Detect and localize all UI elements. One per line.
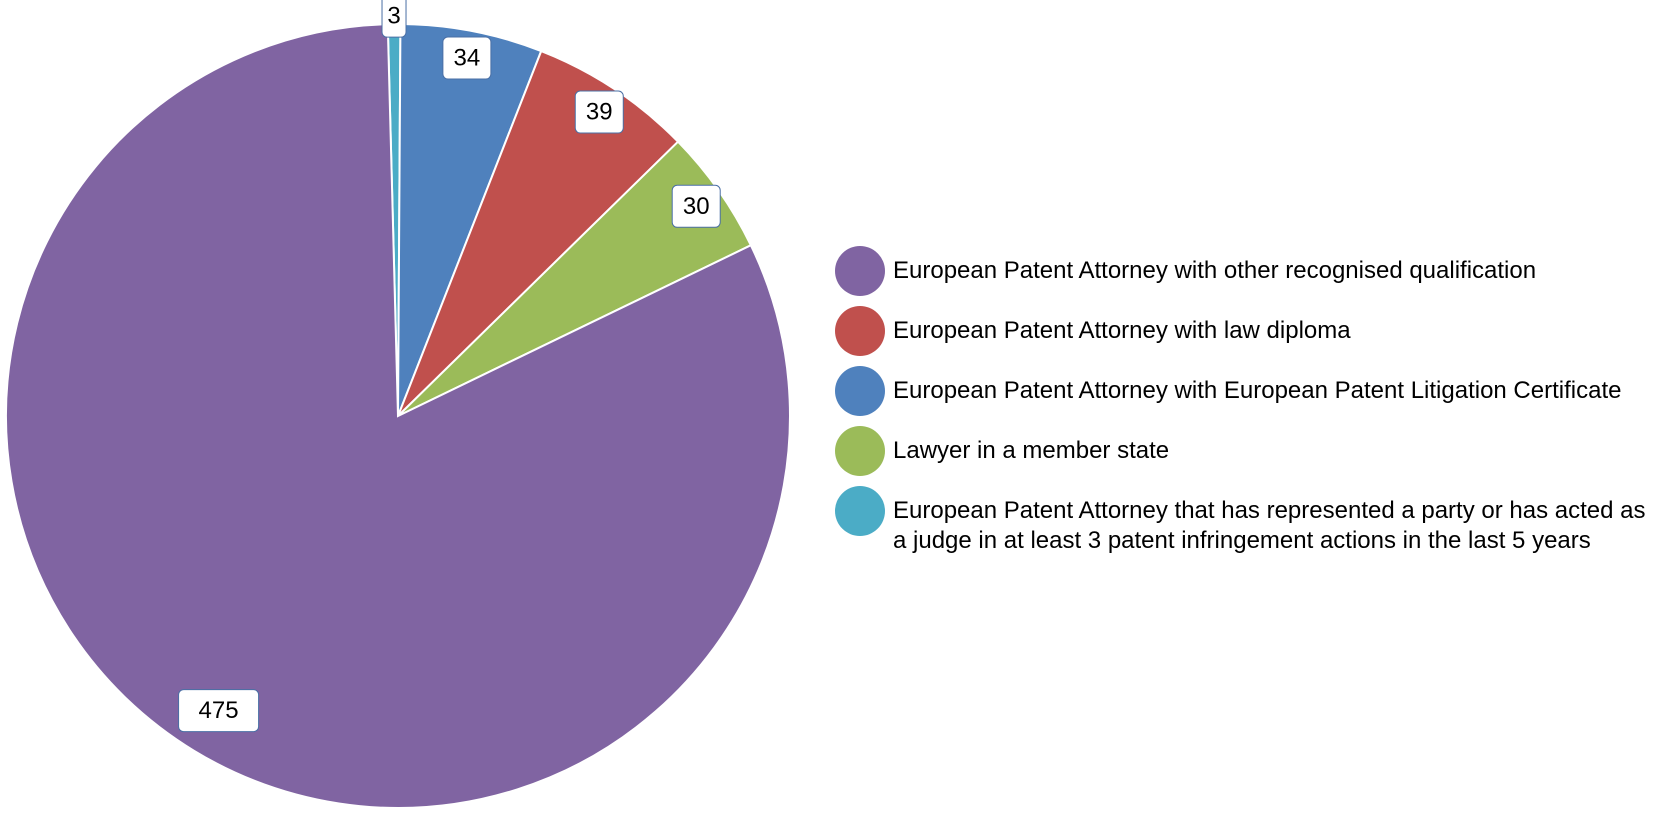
legend-swatch <box>835 366 885 416</box>
legend-label: European Patent Attorney with other reco… <box>893 257 1537 284</box>
legend-item: European Patent Attorney with law diplom… <box>835 306 1664 356</box>
legend-swatch <box>835 486 885 536</box>
legend-label: European Patent Attorney with law diplom… <box>893 317 1351 344</box>
legend-item: Lawyer in a member state <box>835 426 1664 476</box>
legend-label: European Patent Attorney that has repres… <box>893 497 1646 554</box>
data-label-text: 39 <box>586 99 613 126</box>
data-label: 34 <box>442 36 492 80</box>
pie-slices <box>5 23 791 809</box>
data-label-text: 475 <box>199 697 239 724</box>
data-label-box <box>671 184 721 228</box>
data-label-box <box>442 36 492 80</box>
pie-chart: 3 34 39 30 475 <box>5 0 791 809</box>
legend-item: European Patent Attorney that has repres… <box>835 486 1664 556</box>
data-label: 475 <box>178 689 260 733</box>
data-label-box <box>381 0 407 38</box>
legend-swatch <box>835 426 885 476</box>
legend-label: European Patent Attorney with European P… <box>893 377 1622 404</box>
legend-swatch <box>835 246 885 296</box>
data-label-text: 34 <box>454 45 481 72</box>
data-label: 39 <box>574 90 624 134</box>
data-label-text: 3 <box>387 3 400 30</box>
data-label: 3 <box>381 0 407 38</box>
legend-item: European Patent Attorney with European P… <box>835 366 1664 416</box>
legend-item: European Patent Attorney with other reco… <box>835 246 1664 296</box>
data-label-box <box>574 90 624 134</box>
data-label-text: 30 <box>683 193 710 220</box>
pie-slice <box>397 49 680 417</box>
data-labels: 3 34 39 30 475 <box>178 0 721 733</box>
legend-label: Lawyer in a member state <box>893 437 1170 464</box>
data-label: 30 <box>671 184 721 228</box>
legend: European Patent Attorney with other reco… <box>835 246 1664 566</box>
pie-slice <box>5 23 791 809</box>
data-label-box <box>178 689 260 733</box>
legend-swatch <box>835 306 885 356</box>
